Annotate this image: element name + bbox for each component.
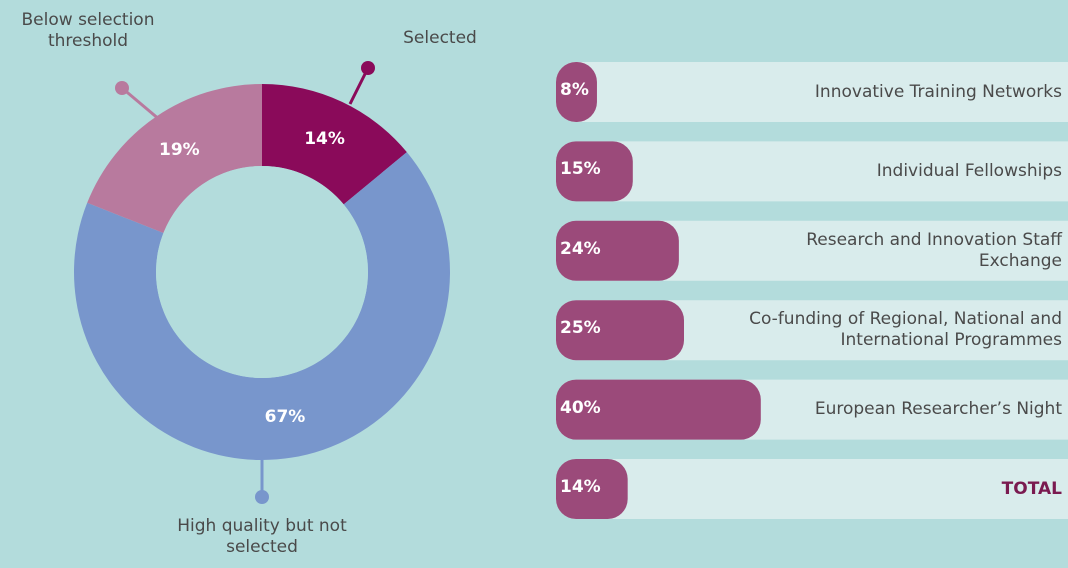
bar-category: Co-funding of Regional, National and Int… xyxy=(749,309,1062,351)
callout-dot xyxy=(361,61,375,75)
bar-value-label: 14% xyxy=(560,477,601,497)
bar-value-label: 24% xyxy=(560,238,601,259)
segment-label: 67% xyxy=(264,407,306,428)
bar xyxy=(556,62,597,122)
bar-track xyxy=(556,300,1068,361)
bar-value-label: 40% xyxy=(560,397,601,418)
segment-name: Below selection threshold xyxy=(21,10,155,51)
bar-category: TOTAL xyxy=(1001,478,1062,499)
bar xyxy=(556,220,679,281)
segment-label: 14% xyxy=(304,128,345,149)
bar-category: Research and Innovation Staff Exchange xyxy=(806,229,1062,271)
bar-value-label: 15% xyxy=(560,159,601,180)
bar xyxy=(556,459,628,519)
bar-track xyxy=(556,62,1068,122)
donut-hole xyxy=(156,166,368,378)
segment-name: Selected xyxy=(403,28,477,48)
donut-segment xyxy=(87,84,262,233)
segment-label: 19% xyxy=(159,140,200,161)
bar-track xyxy=(556,459,1068,519)
bar-track xyxy=(556,220,1068,281)
bar-track xyxy=(556,141,1068,202)
callout-line xyxy=(121,86,161,122)
bar xyxy=(556,141,633,202)
donut-segment xyxy=(262,84,407,205)
bar-value-label: 25% xyxy=(560,318,601,339)
callout-dot xyxy=(255,490,269,504)
bar-value-label: 8% xyxy=(560,80,589,100)
bar-category: Individual Fellowships xyxy=(876,160,1062,181)
segment-name: High quality but not selected xyxy=(177,516,347,557)
callout-dot xyxy=(115,81,129,95)
bar-category: European Researcher’s Night xyxy=(814,399,1062,420)
bar-category: Innovative Training Networks xyxy=(814,81,1062,102)
donut-segment xyxy=(73,152,450,460)
bar xyxy=(556,379,761,440)
bar xyxy=(556,300,684,361)
